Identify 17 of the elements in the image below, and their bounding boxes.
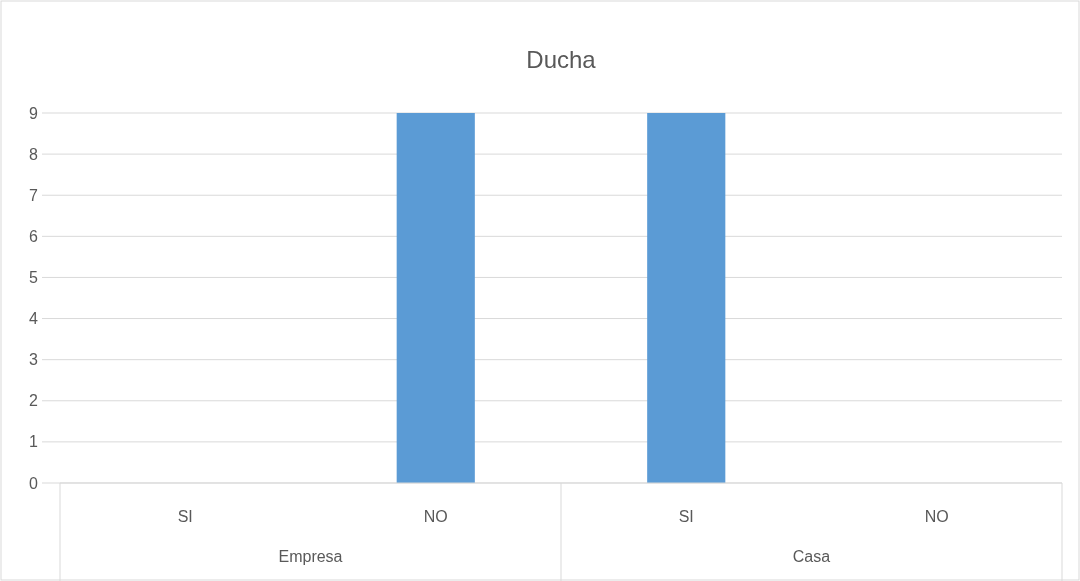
y-tick-label: 7: [29, 186, 39, 204]
y-tick-label: 1: [29, 433, 39, 451]
x-tick-label: SI: [678, 508, 694, 525]
y-tick-label: 3: [29, 351, 39, 369]
y-tick-label: 8: [29, 145, 39, 163]
y-tick-label: 9: [29, 104, 39, 122]
y-tick-label: 5: [29, 269, 39, 287]
x-tick-label: NO: [924, 508, 949, 525]
x-tick-label: SI: [177, 508, 193, 525]
y-tick-label: 6: [29, 227, 39, 245]
chart-title: Ducha: [526, 46, 597, 73]
x-tick-label: NO: [423, 508, 448, 525]
text: Casa: [792, 548, 831, 565]
y-tick-label: 0: [29, 474, 39, 492]
y-tick-label: 2: [29, 392, 39, 410]
text: Empresa: [278, 548, 343, 565]
y-tick-label: 4: [29, 310, 39, 328]
